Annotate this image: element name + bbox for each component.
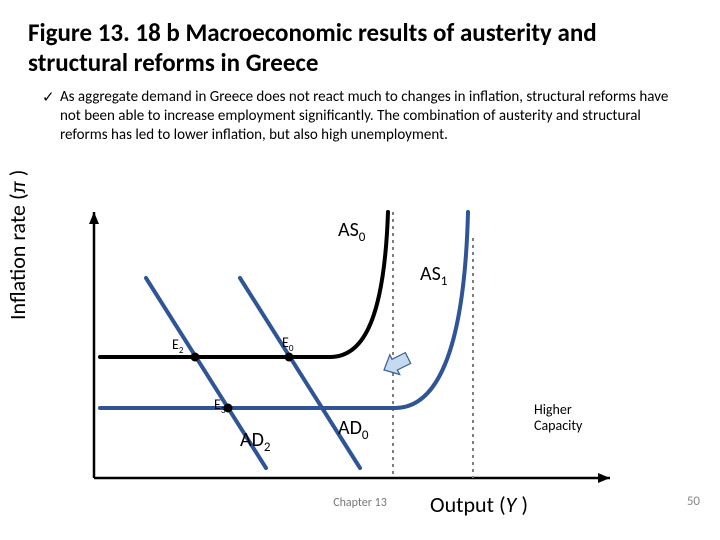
label-as1: AS1 bbox=[420, 262, 447, 289]
bullet-text: As aggregate demand in Greece does not r… bbox=[60, 88, 684, 144]
label-higher-capacity: HigherCapacity bbox=[534, 402, 582, 434]
label-as0: AS0 bbox=[338, 218, 365, 245]
y-axis-label: Inflation rate (π ) bbox=[4, 170, 31, 320]
page-number: 50 bbox=[687, 494, 700, 509]
check-icon: ✓ bbox=[42, 89, 60, 144]
label-e0: E0 bbox=[282, 334, 293, 354]
figure-title: Figure 13. 18 b Macroeconomic results of… bbox=[28, 18, 692, 78]
label-ad0: AD0 bbox=[338, 416, 368, 443]
label-ad2: AD2 bbox=[240, 428, 270, 455]
chart: AS0 AS1 AD0 AD2 E0 E2 E3 HigherCapacity bbox=[50, 210, 690, 510]
label-e3: E3 bbox=[214, 396, 225, 416]
x-axis-label: Output (Y ) bbox=[430, 491, 528, 518]
bullet-item: ✓ As aggregate demand in Greece does not… bbox=[28, 88, 692, 152]
label-e2: E2 bbox=[172, 336, 183, 356]
